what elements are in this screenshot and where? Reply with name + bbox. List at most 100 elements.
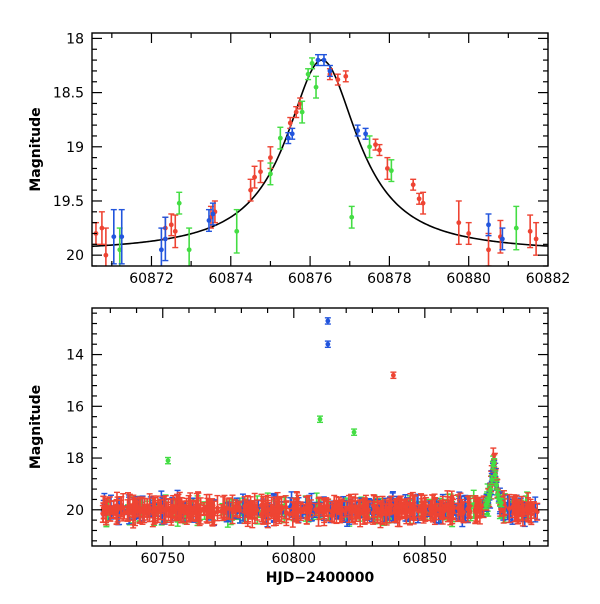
plot-area [99, 317, 541, 529]
y-tick-label: 18 [66, 451, 84, 467]
y-tick-label: 18.5 [53, 86, 84, 102]
green-flare-point [491, 460, 497, 466]
red-data-point [450, 506, 456, 512]
red-data-point [466, 231, 472, 236]
red-data-point [215, 505, 220, 511]
red-data-point [473, 506, 479, 512]
y-tick-label: 16 [66, 399, 84, 415]
red-data-point [198, 508, 204, 514]
panel-1: 60750 60800 60850 14 16 18 20 Magnitude HJD−2400… [28, 307, 549, 586]
y-tick-label: 19.5 [53, 194, 84, 210]
green-outlier-point [165, 458, 171, 464]
red-data-point [152, 507, 158, 513]
red-data-point [293, 109, 299, 115]
red-data-point [157, 504, 162, 510]
red-data-point [383, 510, 388, 516]
green-flare-point [494, 482, 499, 488]
red-data-point [179, 504, 185, 509]
red-data-point [249, 509, 254, 515]
y-tick-label: 20 [66, 248, 84, 264]
red-data-point [304, 504, 310, 510]
green-data-point [313, 84, 319, 90]
red-data-point [433, 512, 439, 518]
red-data-point [130, 502, 136, 508]
green-data-point [305, 71, 311, 77]
red-data-point [287, 120, 293, 126]
red-data-point [350, 508, 356, 514]
green-data-point [277, 135, 283, 141]
green-flare-point [485, 498, 491, 504]
red-data-point [268, 155, 273, 161]
red-data-point [377, 147, 382, 153]
green-flare-point [492, 472, 498, 478]
red-data-point [429, 505, 435, 511]
red-data-point [380, 507, 385, 513]
red-data-point [99, 225, 105, 231]
red-data-point [410, 510, 416, 516]
green-data-point [176, 200, 182, 206]
blue-data-point [119, 234, 125, 240]
red-data-point [142, 505, 148, 511]
green-flare-point [489, 477, 495, 483]
blue-data-point [162, 236, 168, 242]
red-data-point [478, 507, 484, 513]
x-tick-label: 60850 [403, 551, 448, 567]
red-data-point [265, 507, 271, 513]
red-data-point [486, 247, 491, 253]
model-curve-line [92, 59, 548, 248]
red-data-point [283, 509, 289, 515]
y-axis-label: Magnitude [28, 385, 44, 469]
red-outlier-point [390, 372, 396, 378]
red-data-point [514, 509, 520, 514]
red-data-point [371, 503, 376, 509]
red-data-point [397, 509, 402, 515]
red-data-point [163, 506, 169, 512]
red-data-point [168, 222, 174, 228]
red-data-point [335, 77, 341, 82]
blue-data-point [321, 57, 327, 63]
green-data-point [367, 144, 372, 150]
red-data-point [195, 503, 201, 509]
red-data-point [254, 507, 260, 513]
green-data-point [388, 168, 394, 174]
x-tick-label: 60872 [129, 271, 174, 287]
red-data-point [467, 509, 473, 514]
red-data-point [242, 503, 248, 509]
green-data-point [186, 247, 192, 253]
blue-data-point [210, 211, 216, 217]
red-data-point [236, 504, 242, 510]
red-data-point [353, 504, 358, 509]
green-data-point [309, 60, 315, 66]
blue-data-point [289, 131, 295, 137]
y-axis-label: Magnitude [28, 107, 44, 191]
x-tick-label: 60876 [288, 271, 333, 287]
red-data-point [248, 187, 254, 193]
blue-outlier-point [325, 341, 331, 347]
red-data-point [291, 505, 297, 511]
red-data-point [534, 509, 540, 515]
green-data-point [268, 171, 273, 177]
red-data-point [456, 220, 462, 226]
red-data-point [168, 512, 174, 518]
x-tick-label: 60878 [367, 271, 412, 287]
red-data-point [339, 507, 345, 513]
y-tick-label: 20 [66, 503, 84, 519]
green-flare-point [488, 487, 494, 492]
x-tick-label: 60882 [526, 271, 571, 287]
red-data-point [258, 169, 263, 175]
red-data-point [356, 507, 361, 513]
red-data-point [118, 504, 124, 509]
red-data-point [416, 508, 421, 514]
red-data-point [533, 236, 539, 242]
blue-outlier-point [325, 318, 331, 324]
red-data-point [276, 508, 282, 514]
red-data-point [147, 505, 153, 511]
red-data-point [521, 507, 527, 513]
blue-data-point [206, 218, 212, 223]
red-data-point [420, 200, 426, 206]
red-data-point [422, 507, 428, 513]
red-data-point [191, 506, 197, 512]
red-data-point [362, 507, 368, 512]
